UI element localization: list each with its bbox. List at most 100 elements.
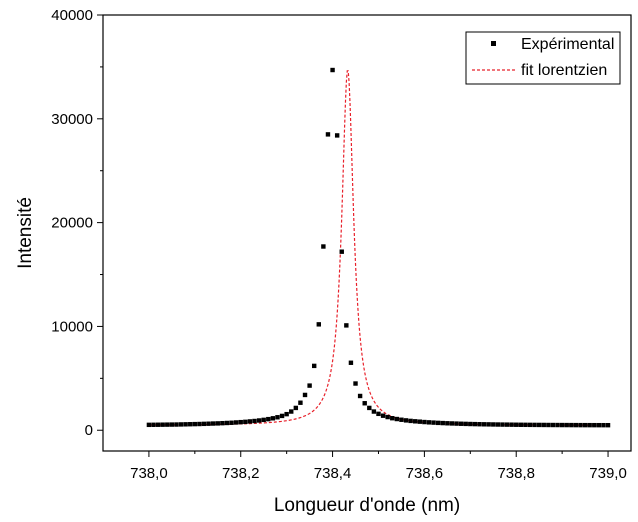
y-tick-label: 10000 — [51, 318, 93, 335]
data-point — [238, 419, 243, 425]
data-point — [348, 360, 354, 365]
data-point — [582, 422, 588, 428]
data-point — [605, 422, 611, 428]
data-point — [316, 322, 321, 327]
data-point — [284, 411, 289, 417]
data-point — [417, 419, 422, 424]
legend: Expérimental fit lorentzien — [465, 31, 621, 85]
data-point — [573, 422, 579, 428]
data-point — [344, 323, 349, 328]
data-point — [312, 363, 317, 369]
y-axis: 0 10000 20000 30000 40000 — [51, 7, 103, 439]
data-point — [578, 422, 583, 428]
data-point — [458, 421, 464, 426]
data-point — [160, 422, 165, 427]
data-point — [229, 420, 234, 425]
data-point — [495, 422, 501, 427]
x-tick-label: 739,0 — [589, 465, 627, 482]
data-point — [527, 422, 533, 428]
data-point — [233, 420, 239, 425]
data-point — [385, 414, 390, 420]
data-point — [302, 392, 308, 398]
y-axis-title: Intensité — [15, 197, 36, 269]
x-tick-label: 738,4 — [314, 465, 352, 482]
data-point — [518, 422, 524, 427]
data-point — [509, 422, 514, 427]
y-tick-label: 40000 — [51, 7, 93, 24]
data-point — [592, 422, 597, 428]
data-point — [243, 419, 248, 425]
data-point — [477, 422, 482, 427]
data-point — [247, 419, 253, 424]
data-point — [472, 421, 478, 427]
x-tick-label: 738,0 — [130, 465, 168, 482]
data-point — [270, 416, 276, 421]
data-point — [514, 422, 519, 427]
data-point — [454, 421, 459, 426]
data-point — [546, 422, 551, 428]
data-point — [408, 418, 413, 424]
data-point — [435, 420, 441, 426]
data-point — [504, 422, 510, 427]
data-point — [445, 421, 450, 426]
data-point — [426, 420, 432, 425]
data-point — [564, 422, 569, 428]
data-point — [367, 405, 372, 411]
data-point — [183, 422, 188, 427]
legend-box — [465, 31, 621, 85]
data-point — [192, 421, 198, 427]
data-point — [422, 419, 427, 425]
data-point — [279, 413, 285, 419]
data-point — [481, 422, 487, 427]
fit-curve — [148, 70, 609, 426]
data-point — [399, 417, 404, 422]
legend-label-experimental: Expérimental — [521, 36, 614, 53]
data-point — [587, 422, 592, 428]
data-point — [596, 422, 602, 428]
data-point — [353, 381, 358, 386]
data-point — [210, 421, 216, 426]
data-point — [339, 249, 344, 254]
data-point — [601, 422, 606, 428]
x-axis-title: Longueur d'onde (nm) — [274, 495, 460, 516]
data-point — [334, 133, 340, 138]
data-point — [215, 421, 220, 426]
data-point — [362, 401, 367, 406]
data-point — [463, 421, 468, 427]
data-point — [449, 421, 455, 426]
data-point — [188, 422, 193, 427]
data-point — [500, 422, 505, 427]
data-point — [440, 420, 445, 426]
data-point — [559, 422, 565, 428]
data-point — [178, 422, 184, 427]
data-point — [569, 422, 574, 428]
data-point — [523, 422, 528, 428]
legend-marker-experimental — [491, 41, 496, 46]
data-point — [293, 405, 299, 411]
data-point — [307, 383, 312, 388]
data-point — [252, 418, 257, 424]
data-point — [376, 411, 381, 417]
data-point — [256, 418, 262, 423]
y-tick-label: 20000 — [51, 215, 93, 232]
data-point — [555, 422, 560, 428]
data-point — [201, 421, 207, 427]
data-point — [371, 409, 377, 414]
data-point — [275, 415, 280, 420]
data-point — [390, 416, 395, 421]
experimental-series — [146, 67, 611, 428]
data-point — [330, 67, 335, 73]
data-point — [536, 422, 542, 428]
data-point — [165, 422, 170, 427]
legend-label-fit: fit lorentzien — [521, 62, 607, 79]
data-point — [151, 422, 156, 427]
data-point — [321, 244, 326, 249]
data-point — [146, 422, 152, 428]
fit-series — [148, 70, 609, 426]
data-point — [155, 422, 161, 427]
data-point — [197, 421, 202, 427]
data-point — [491, 422, 496, 427]
x-axis: 738,0 738,2 738,4 738,6 738,8 739,0 — [130, 451, 627, 482]
data-point — [380, 413, 386, 418]
